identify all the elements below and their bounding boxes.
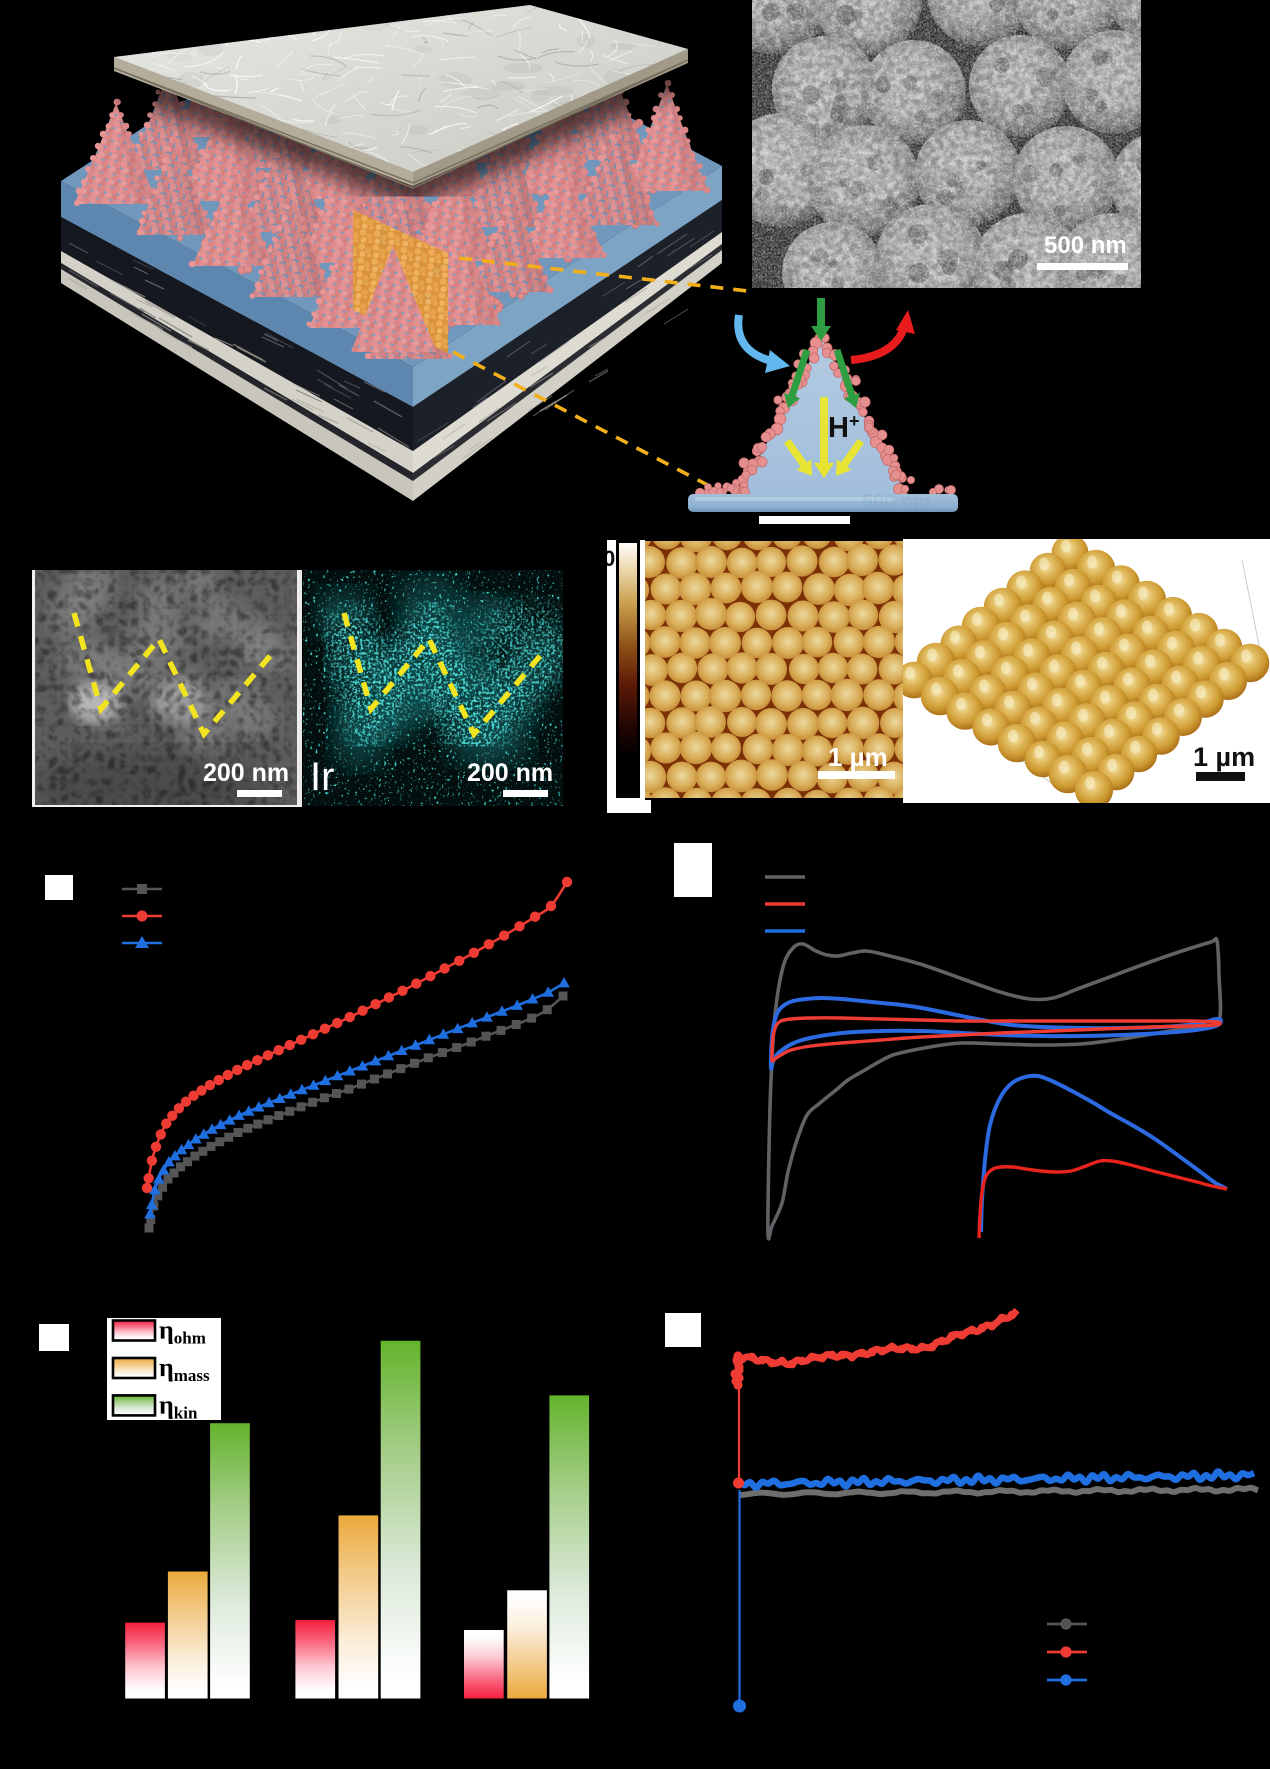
svg-text:1 µm: 1 µm: [1193, 742, 1255, 772]
svg-text:1 µm: 1 µm: [828, 742, 888, 772]
svg-text:200 nm: 200 nm: [467, 759, 553, 787]
svg-text:500 nm: 500 nm: [1044, 232, 1127, 259]
svg-text:Ir: Ir: [310, 755, 334, 799]
svg-text:200 nm: 200 nm: [203, 759, 289, 787]
svg-text:500 nm: 500 nm: [862, 491, 931, 513]
